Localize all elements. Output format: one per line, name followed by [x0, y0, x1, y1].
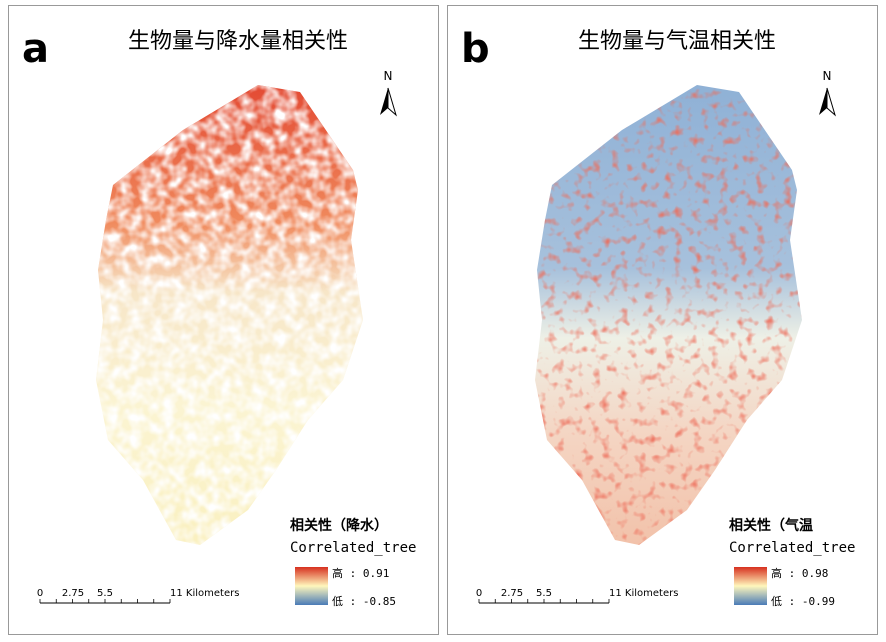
legend-low: 低 : -0.99 [771, 595, 835, 608]
legend-low: 低 : -0.85 [332, 595, 396, 608]
panel: a 生物量与降水量相关性 N 相关性（降水） Correlated_tree 高 : 0.… [8, 5, 439, 635]
panel-title: 生物量与气温相关性 [578, 29, 776, 54]
panel-title: 生物量与降水量相关性 [128, 29, 348, 54]
legend-title: 相关性（降水） [290, 517, 388, 534]
legend-ramp [734, 567, 767, 605]
legend-ramp [295, 567, 328, 605]
panel-label: a [22, 26, 49, 72]
scale-label: 0 [37, 588, 43, 599]
north-label: N [823, 69, 832, 83]
scale-label: 11 Kilometers [170, 588, 239, 599]
legend-high: 高 : 0.98 [771, 566, 828, 580]
scale-label: 11 Kilometers [609, 588, 678, 599]
north-label: N [384, 69, 393, 83]
map-texture [96, 85, 363, 545]
scale-label: 2.75 [62, 588, 84, 599]
legend-high: 高 : 0.91 [332, 566, 389, 580]
north-arrow [380, 88, 388, 115]
scale-label: 2.75 [501, 588, 523, 599]
map-texture [535, 85, 802, 545]
legend-title: 相关性（气温 [729, 517, 813, 534]
scale-label: 5.5 [97, 588, 113, 599]
north-arrow [826, 87, 836, 117]
legend-subtitle: Correlated_tree [729, 540, 855, 556]
panel: b 生物量与气温相关性 N 相关性（气温 Correlated_tree 高 : 0.98… [447, 5, 878, 635]
north-arrow [819, 88, 827, 115]
legend-subtitle: Correlated_tree [290, 540, 416, 556]
panel-label: b [461, 26, 490, 72]
scale-label: 0 [476, 588, 482, 599]
scale-label: 5.5 [536, 588, 552, 599]
north-arrow [387, 87, 397, 117]
